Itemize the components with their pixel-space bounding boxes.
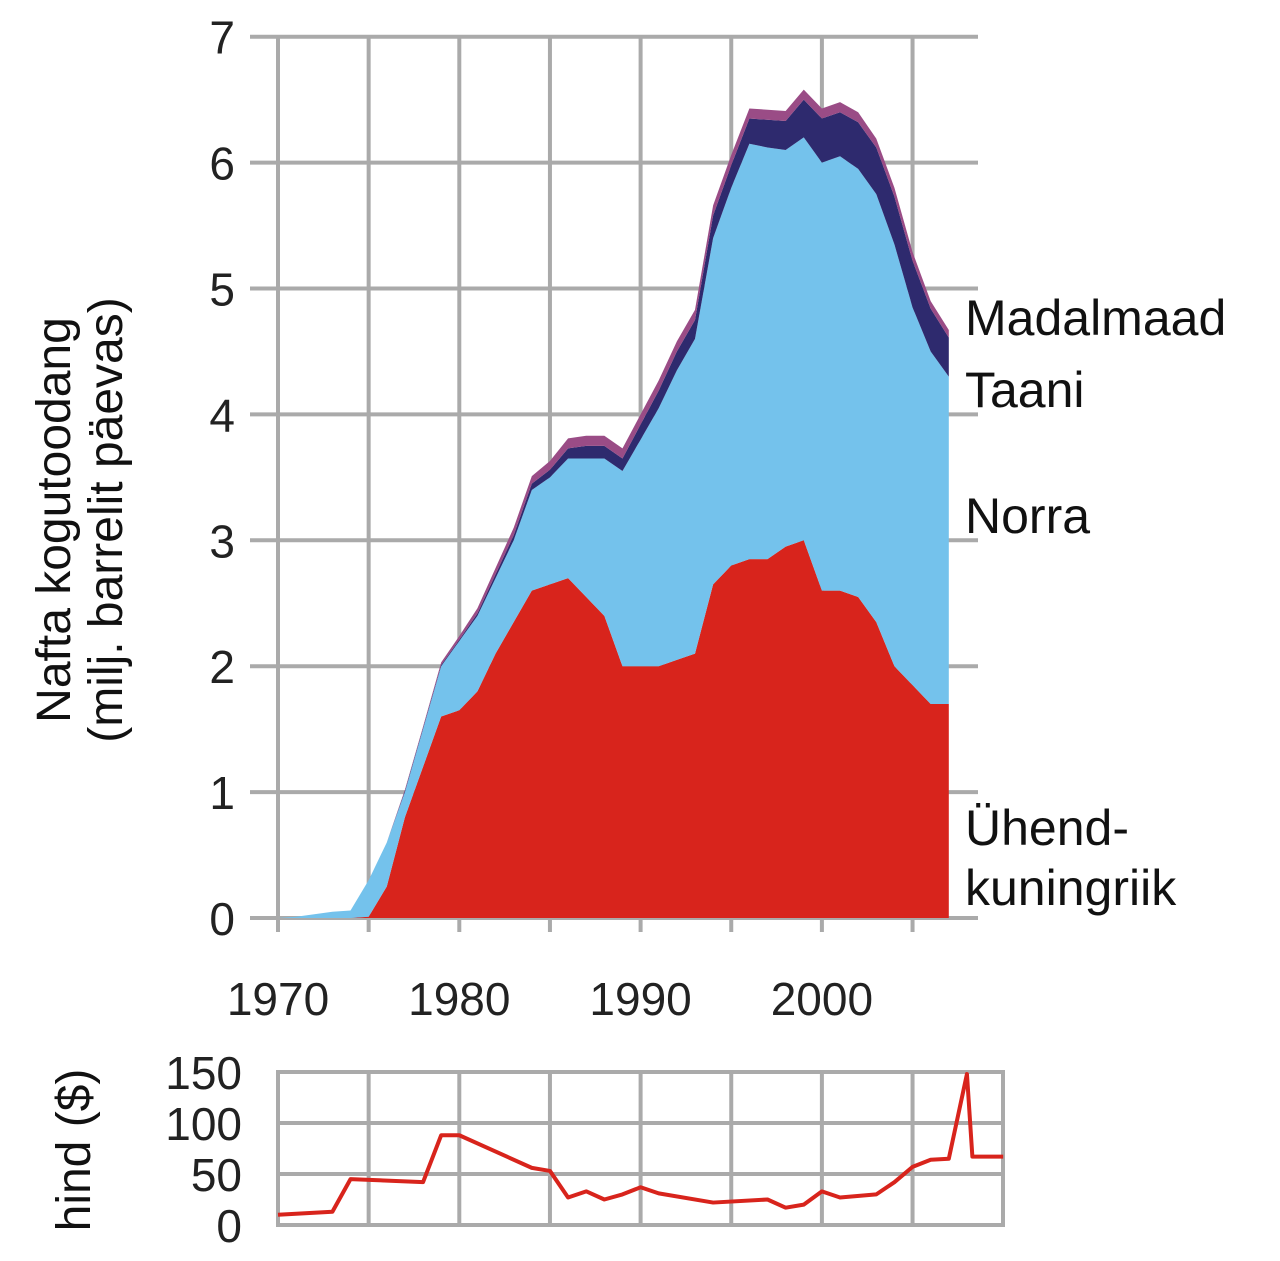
y-tick-label: 5	[209, 264, 235, 316]
x-tick-label: 1970	[227, 973, 329, 1025]
price-grid	[276, 1070, 1005, 1227]
series-label-norra: Norra	[965, 488, 1090, 544]
area-taani	[278, 99, 949, 918]
y-tick-label: 3	[209, 515, 235, 567]
price-y-tick-label: 50	[191, 1149, 242, 1201]
price-line	[277, 1072, 1004, 1217]
x-tick-label: 1980	[408, 973, 510, 1025]
stacked-areas	[278, 89, 949, 919]
y-tick-label: 7	[209, 12, 235, 64]
price-y-tick-label: 150	[165, 1047, 242, 1099]
price-y-tick-label: 100	[165, 1098, 242, 1150]
y-tick-label: 6	[209, 138, 235, 190]
y-tick-label: 1	[209, 767, 235, 819]
area-ühend-kuningriik	[278, 540, 949, 918]
series-label-madalmaad: Madalmaad	[965, 290, 1226, 346]
series-label-uk-line1: Ühend-	[965, 800, 1129, 856]
series-label-uk-line2: kuningriik	[965, 860, 1177, 916]
series-label-taani: Taani	[965, 362, 1085, 418]
price-y-tick-label: 0	[216, 1200, 242, 1252]
main-y-ticks: 0 1 2 3 4 5 6 7	[209, 12, 235, 945]
y-title-line1: Nafta kogutoodang	[28, 317, 81, 723]
main-x-ticks: 1970 1980 1990 2000	[227, 973, 873, 1025]
main-y-axis-title: Nafta kogutoodang (milj. barrelit päevas…	[28, 297, 133, 742]
price-series-line	[277, 1072, 1004, 1217]
x-tick-label: 1990	[589, 973, 691, 1025]
area-norra	[278, 137, 949, 919]
price-y-axis-title: hind ($)	[48, 1069, 101, 1232]
price-frame	[276, 1070, 1005, 1227]
y-title-line2: (milj. barrelit päevas)	[80, 297, 133, 742]
y-tick-label: 2	[209, 641, 235, 693]
x-tick-label: 2000	[771, 973, 873, 1025]
y-tick-label: 4	[209, 389, 235, 441]
y-tick-label: 0	[209, 893, 235, 945]
